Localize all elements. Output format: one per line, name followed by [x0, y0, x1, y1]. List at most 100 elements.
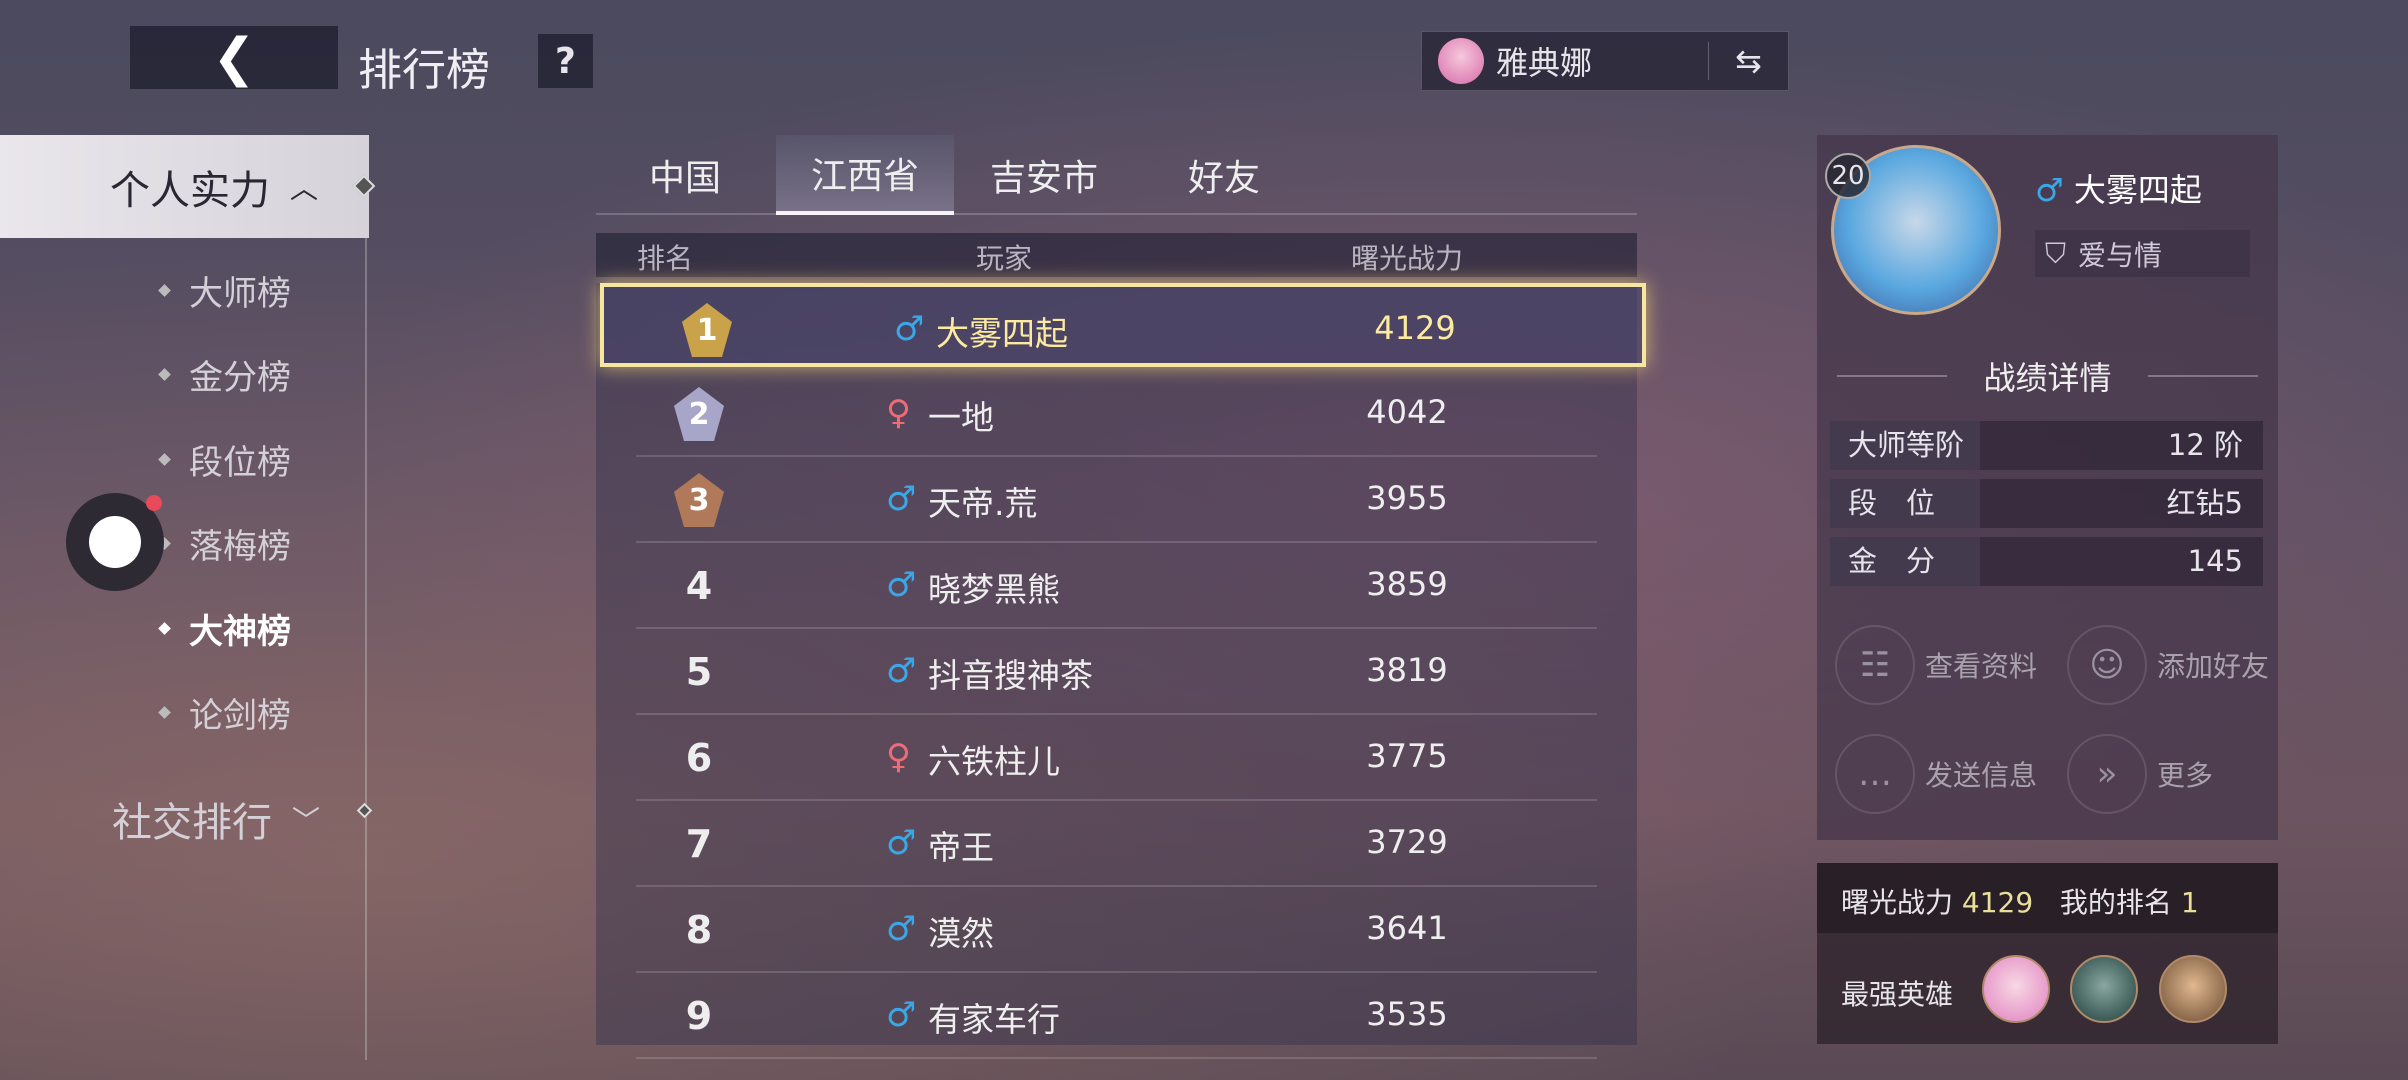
rank-number: 5	[685, 650, 713, 694]
power-value: 3775	[1366, 737, 1448, 775]
tab-jiangxi[interactable]: 江西省	[776, 135, 954, 215]
player-title: ⛉ 爱与情	[2035, 230, 2250, 277]
sidebar-item-luomei[interactable]: 落梅榜	[158, 519, 291, 568]
power-value: 3819	[1366, 651, 1448, 689]
table-row[interactable]: 2 ♀ 一地 4042	[596, 371, 1637, 457]
sidebar-category-personal[interactable]: 个人实力 ︿	[0, 135, 369, 238]
floating-assistant-button[interactable]	[66, 493, 164, 591]
stat-master-level: 大师等阶 12 阶	[1830, 421, 2263, 470]
female-icon: ♀	[886, 393, 911, 433]
table-row[interactable]: 4 ♂ 晓梦黑熊 3859	[596, 543, 1637, 629]
row-divider	[636, 541, 1597, 543]
account-name: 雅典娜	[1496, 44, 1593, 82]
chevron-down-icon: ﹀	[292, 804, 321, 837]
swap-arrows-icon[interactable]: ⇆	[1708, 42, 1788, 80]
table-row[interactable]: 5 ♂ 抖音搜神茶 3819	[596, 629, 1637, 715]
header-power: 曙光战力	[1350, 242, 1464, 275]
back-button[interactable]: ❮	[130, 26, 338, 89]
male-icon: ♂	[886, 823, 917, 863]
power-value: 3859	[1366, 565, 1448, 603]
profile-search-icon: ☷	[1835, 625, 1915, 705]
account-avatar	[1438, 38, 1484, 84]
male-icon: ♂	[2035, 171, 2064, 209]
more-button[interactable]: » 更多	[2067, 732, 2287, 816]
table-header: 排名 玩家 曙光战力	[596, 233, 1637, 277]
player-name: 漠然	[928, 914, 994, 953]
send-message-button[interactable]: … 发送信息	[1835, 732, 2055, 816]
hero-avatar[interactable]	[2070, 955, 2138, 1023]
level-badge: 20	[1825, 153, 1871, 199]
notification-dot	[146, 495, 162, 511]
rank-medal-icon: 3	[674, 473, 724, 527]
row-divider	[636, 713, 1597, 715]
page-title: 排行榜	[358, 45, 490, 96]
male-icon: ♂	[886, 909, 917, 949]
table-row[interactable]: 3 ♂ 天帝.荒 3955	[596, 457, 1637, 543]
category-label: 社交排行	[112, 800, 272, 846]
female-icon: ♀	[886, 737, 911, 777]
rank-number: 7	[685, 822, 713, 866]
account-switcher[interactable]: 雅典娜 ⇆	[1421, 31, 1789, 91]
player-name: 一地	[928, 398, 994, 437]
sidebar-item-lunjian[interactable]: 论剑榜	[158, 688, 291, 737]
male-icon: ♂	[886, 995, 917, 1035]
rank-number: 8	[685, 908, 713, 952]
strongest-heroes-label: 最强英雄	[1841, 978, 1954, 1011]
stat-tier: 段 位红钻5	[1830, 479, 2263, 528]
hero-avatar[interactable]	[1982, 955, 2050, 1023]
tab-china[interactable]: 中国	[648, 158, 721, 199]
add-friend-button[interactable]: ☺ 添加好友	[2067, 623, 2287, 707]
rank-number: 4	[685, 564, 713, 608]
player-name: 帝王	[928, 828, 994, 867]
row-divider	[636, 971, 1597, 973]
male-icon: ♂	[886, 651, 917, 691]
table-row[interactable]: 7 ♂ 帝王 3729	[596, 801, 1637, 887]
sidebar-item-tier[interactable]: 段位榜	[158, 435, 291, 484]
help-button[interactable]: ?	[538, 34, 593, 88]
message-icon: …	[1835, 734, 1915, 814]
hero-avatar[interactable]	[2159, 955, 2227, 1023]
header-player: 玩家	[975, 242, 1033, 275]
player-name: 六铁柱儿	[928, 742, 1060, 781]
chevron-left-icon: ❮	[212, 27, 256, 88]
my-stats: 曙光战力 4129 我的排名 1	[1817, 863, 2278, 933]
chevron-up-icon: ︿	[290, 171, 319, 205]
view-profile-button[interactable]: ☷ 查看资料	[1835, 623, 2055, 707]
category-label: 个人实力	[110, 167, 270, 214]
my-summary-panel: 曙光战力 4129 我的排名 1 最强英雄	[1817, 863, 2278, 1044]
sidebar-divider	[365, 135, 367, 1060]
rank-number: 6	[685, 736, 713, 780]
tab-jian[interactable]: 吉安市	[989, 158, 1098, 199]
power-value: 3955	[1366, 479, 1448, 517]
male-icon: ♂	[886, 479, 917, 519]
sidebar-item-gold[interactable]: 金分榜	[158, 350, 291, 399]
player-name: 抖音搜神茶	[928, 656, 1093, 695]
rank-medal-icon: 1	[682, 303, 732, 357]
ranking-list[interactable]: 1 ♂ 大雾四起 4129 2 ♀ 一地 4042 3 ♂ 天帝.荒 3955 …	[596, 283, 1646, 1059]
tab-friends[interactable]: 好友	[1187, 158, 1260, 199]
table-row[interactable]: 9 ♂ 有家车行 3535	[596, 973, 1637, 1059]
rank-number: 9	[685, 994, 713, 1038]
male-icon: ♂	[894, 309, 925, 349]
add-friend-icon: ☺	[2067, 625, 2147, 705]
player-name: 晓梦黑熊	[928, 570, 1060, 609]
sidebar-item-master[interactable]: 大师榜	[158, 266, 291, 315]
player-name: 有家车行	[928, 1000, 1060, 1039]
banner-icon: ⛉	[2045, 236, 2067, 270]
row-divider	[636, 1057, 1597, 1059]
sidebar-category-social[interactable]: 社交排行 ﹀	[112, 790, 320, 848]
sidebar-item-dashen[interactable]: 大神榜	[158, 604, 291, 653]
table-row[interactable]: 8 ♂ 漠然 3641	[596, 887, 1637, 973]
player-name: ♂ 大雾四起	[2035, 171, 2202, 209]
tab-divider	[596, 213, 1637, 215]
table-row[interactable]: 6 ♀ 六铁柱儿 3775	[596, 715, 1637, 801]
power-value: 4129	[1374, 309, 1456, 347]
diamond-marker-icon	[356, 802, 373, 819]
row-divider	[636, 885, 1597, 887]
player-name: 天帝.荒	[928, 484, 1038, 523]
power-value: 3641	[1366, 909, 1448, 947]
table-row[interactable]: 1 ♂ 大雾四起 4129	[600, 283, 1646, 367]
row-divider	[636, 627, 1597, 629]
row-divider	[636, 455, 1597, 457]
